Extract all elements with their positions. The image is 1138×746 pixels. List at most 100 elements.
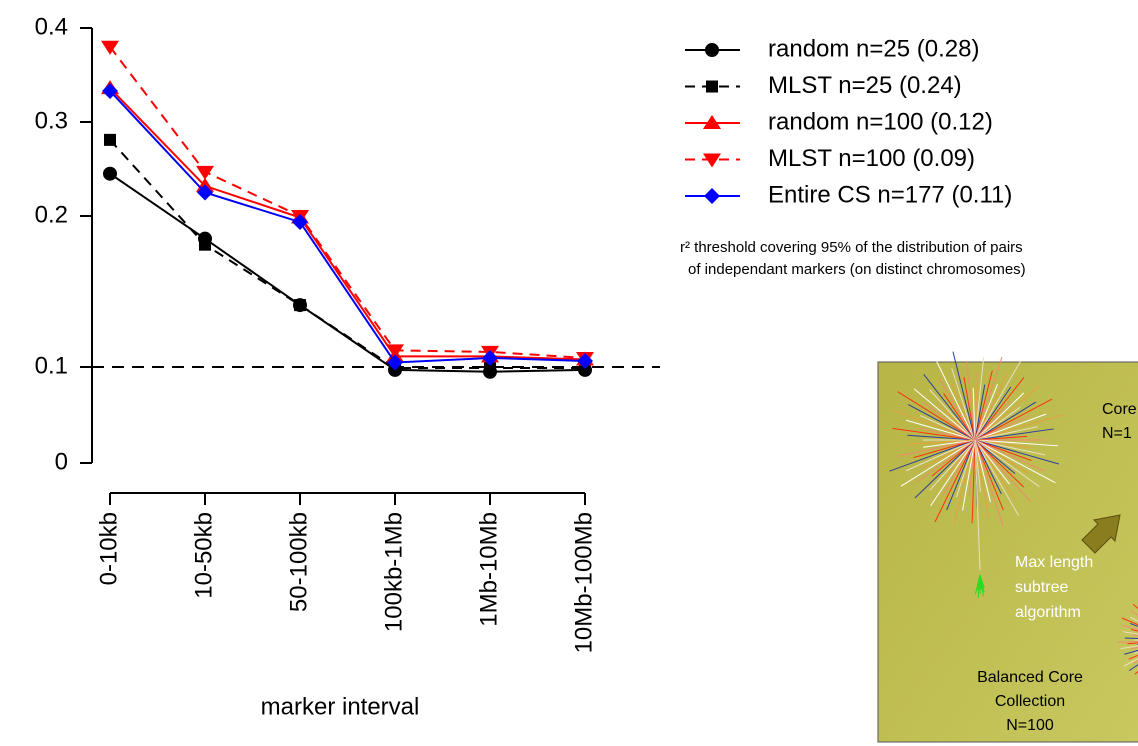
tree-branch (952, 351, 976, 441)
y-tick-label: 0.1 (35, 352, 68, 379)
point (101, 40, 119, 55)
tree-branch (974, 439, 1030, 475)
inset-label: Balanced Core (977, 669, 1083, 686)
tree-branch (974, 439, 990, 519)
tree-branch (955, 439, 976, 498)
point (704, 188, 720, 204)
point (104, 133, 116, 146)
tree-branch (974, 439, 1010, 485)
tree-branch (974, 439, 1032, 503)
point (102, 82, 118, 99)
tree-branch (974, 439, 1059, 447)
tree-branch (1124, 637, 1138, 640)
x-axis-title: marker interval (261, 693, 420, 720)
tree-branch (974, 392, 1025, 441)
point (703, 115, 721, 129)
tree-branch (921, 439, 976, 469)
tree-branch (934, 439, 976, 523)
tree-branch (974, 439, 1016, 500)
tree-branch (1121, 617, 1138, 626)
tree-branch (974, 439, 1040, 488)
tree-branch (907, 434, 976, 441)
tree-branch (1120, 645, 1138, 650)
tree-branch (974, 426, 1038, 441)
point (484, 361, 496, 374)
inset-label: N=100 (1006, 717, 1054, 734)
point (197, 184, 213, 201)
tree-branch (974, 400, 1011, 441)
tree-branch (974, 439, 1056, 484)
tree-branch (974, 439, 1002, 495)
tree-branch (974, 439, 1031, 449)
tree-branch (974, 401, 1037, 441)
tree-branch (929, 439, 976, 491)
tree-branch (974, 439, 1016, 474)
tree-branch (974, 439, 981, 493)
tree-branch (974, 439, 1004, 511)
point (387, 354, 403, 371)
tree-branch (1127, 642, 1138, 645)
x-tick-label: 10Mb-100Mb (570, 512, 597, 653)
legend-label: random n=25 (0.28) (768, 35, 979, 62)
tree-branch (897, 391, 976, 441)
y-tick-label: 0.2 (35, 201, 68, 228)
inset-figure: Core N=1 Max length subtree algorithm Balance… (877, 351, 1138, 743)
tree-branch (963, 376, 976, 441)
inset-label: Core (1102, 401, 1137, 418)
tree-trunk (974, 439, 981, 571)
inset-label: Max length (1015, 554, 1093, 571)
tree-branch (897, 439, 976, 458)
tree-branch (946, 439, 976, 511)
tree-branch (974, 384, 998, 441)
tree-branch (974, 360, 1021, 441)
tree-branch (974, 384, 986, 441)
tree-branch (1123, 658, 1138, 667)
tree-branch (930, 439, 976, 507)
tree-branch (974, 386, 1012, 441)
tree-branch (974, 439, 1025, 488)
tree-branch (972, 387, 976, 441)
tree-branch (974, 439, 1032, 461)
tree-branch (914, 439, 976, 499)
tree-branch (938, 377, 976, 441)
tree-branch (974, 386, 1040, 441)
tree-branch (1122, 631, 1138, 635)
tree-branch (913, 439, 976, 459)
tree-branch (923, 402, 976, 441)
tree-branch (913, 388, 976, 441)
tree-branch (974, 415, 1031, 441)
tree-branch (974, 413, 1047, 441)
tree-branch (974, 370, 993, 441)
point (482, 349, 498, 366)
point (703, 153, 721, 168)
point (294, 299, 306, 312)
tree-branch (974, 406, 1021, 441)
tree-branch (974, 377, 1025, 441)
tree-branch (907, 439, 976, 446)
series-line (109, 87, 586, 361)
point (103, 166, 117, 181)
tree-branch (974, 428, 1054, 441)
tree-branch (936, 361, 976, 441)
x-tick-label: 0-10kb (95, 512, 122, 585)
tree-branch (974, 435, 1028, 441)
tree-branch (951, 367, 976, 441)
tree-branch (892, 427, 976, 441)
tree-branch (1128, 664, 1138, 672)
tree-branch (942, 439, 976, 496)
tree-branch (889, 439, 976, 472)
series-line (109, 172, 586, 373)
tree-branch (892, 409, 976, 441)
tree-branch (943, 393, 976, 441)
tree-branch (923, 374, 976, 441)
y-tick-label: 0.4 (35, 13, 68, 40)
legend-label: MLST n=100 (0.09) (768, 145, 975, 172)
annotation: r² threshold covering 95% of the distrib… (680, 239, 1023, 256)
tree-branch (931, 439, 976, 477)
annotation: of independant markers (on distinct chro… (688, 261, 1026, 278)
x-tick-label: 1Mb-10Mb (475, 512, 502, 627)
tree-branch (966, 360, 976, 441)
tree-branch (1128, 654, 1138, 660)
tree-branch (974, 439, 1020, 516)
